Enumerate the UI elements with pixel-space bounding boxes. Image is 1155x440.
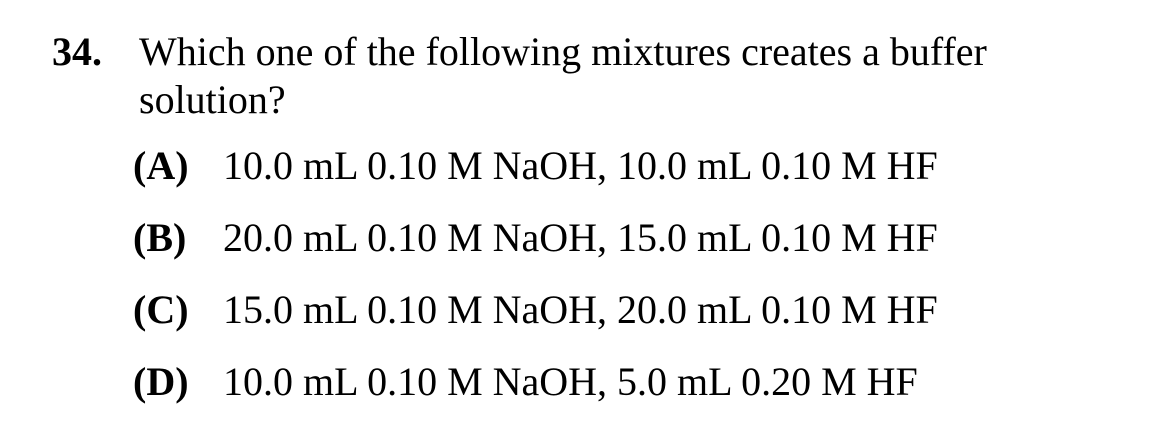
option-b: (B) 20.0 mL 0.10 M NaOH, 15.0 mL 0.10 M H…: [133, 214, 938, 286]
option-text: 20.0 mL 0.10 M NaOH, 15.0 mL 0.10 M HF: [223, 215, 938, 260]
option-letter: (D): [133, 359, 189, 404]
option-letter: (A): [133, 143, 189, 188]
option-text: 10.0 mL 0.10 M NaOH, 10.0 mL 0.10 M HF: [223, 143, 938, 188]
option-text: 15.0 mL 0.10 M NaOH, 20.0 mL 0.10 M HF: [223, 287, 938, 332]
option-text: 10.0 mL 0.10 M NaOH, 5.0 mL 0.20 M HF: [223, 359, 918, 404]
option-letter: (B): [133, 215, 187, 260]
question-stem: Which one of the following mixtures crea…: [139, 29, 987, 122]
option-a: (A) 10.0 mL 0.10 M NaOH, 10.0 mL 0.10 M H…: [133, 142, 938, 214]
option-d: (D) 10.0 mL 0.10 M NaOH, 5.0 mL 0.20 M HF: [133, 358, 938, 430]
question-number: 34.: [52, 29, 102, 74]
option-letter: (C): [133, 287, 189, 332]
answer-options: (A) 10.0 mL 0.10 M NaOH, 10.0 mL 0.10 M H…: [133, 142, 938, 430]
option-c: (C) 15.0 mL 0.10 M NaOH, 20.0 mL 0.10 M H…: [133, 286, 938, 358]
